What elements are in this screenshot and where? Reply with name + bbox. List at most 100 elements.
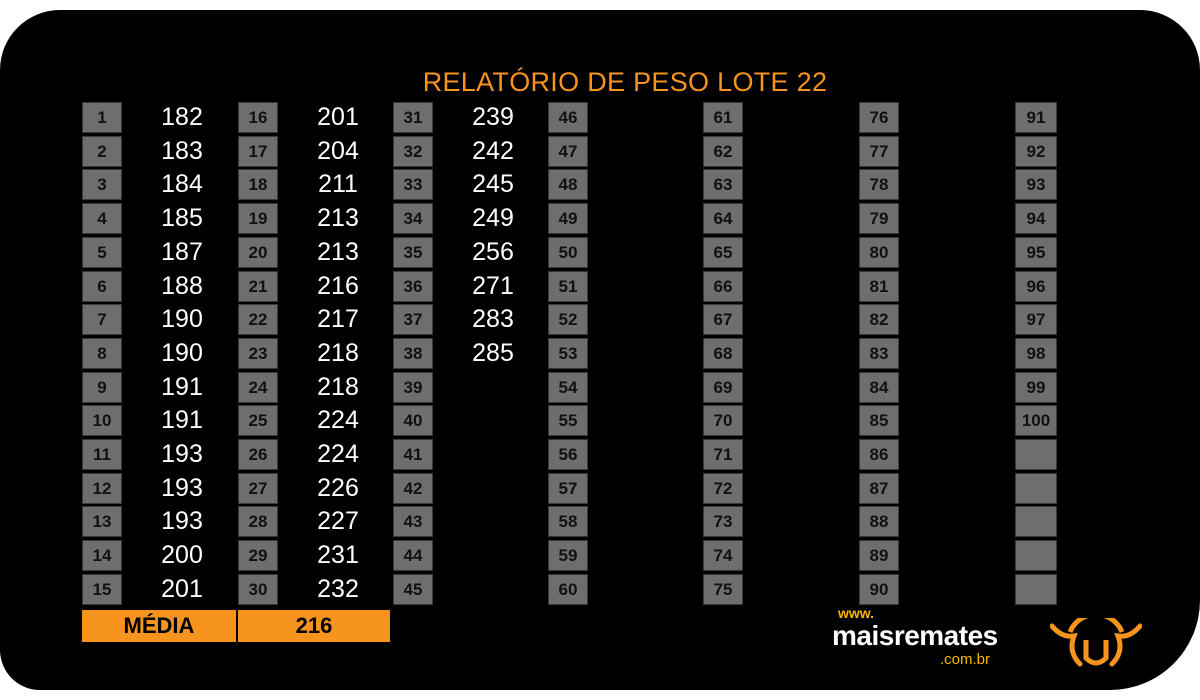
animal-number-box: 4 (82, 203, 122, 235)
weight-value: 190 (161, 305, 203, 334)
animal-number-box: 78 (859, 169, 899, 201)
weight-value: 201 (317, 103, 359, 131)
animal-number-box: 95 (1015, 236, 1057, 268)
animal-number-box: 54 (548, 371, 588, 403)
animal-number-box: 50 (548, 236, 588, 268)
animal-number-box: 24 (238, 371, 278, 403)
animal-number-box: 3 (82, 169, 122, 201)
animal-number-box: 26 (238, 439, 278, 470)
animal-number-box: 63 (703, 169, 743, 201)
animal-number-box: 97 (1015, 304, 1057, 336)
brand-name: maisremates (832, 620, 998, 651)
weight-value: 191 (161, 372, 203, 401)
animal-number-box: 41 (393, 439, 433, 470)
animal-number-box: 16 (238, 102, 278, 133)
animal-number-box: 47 (548, 135, 588, 167)
animal-number-box: 48 (548, 169, 588, 201)
animal-number-box: 37 (393, 304, 433, 336)
animal-number-box (1015, 506, 1057, 538)
animal-number-box: 75 (703, 573, 743, 605)
animal-number-box: 85 (859, 405, 899, 437)
weight-value: 285 (472, 338, 514, 367)
weight-value: 231 (317, 541, 359, 570)
animal-number-box: 66 (703, 270, 743, 302)
animal-number-box: 62 (703, 135, 743, 167)
weight-value: 191 (161, 406, 203, 435)
animal-number-box: 91 (1015, 102, 1057, 133)
weight-value: 249 (472, 204, 514, 233)
animal-number-box: 80 (859, 236, 899, 268)
weight-value: 184 (161, 170, 203, 199)
weight-value: 185 (161, 204, 203, 233)
animal-number-box: 1 (82, 102, 122, 133)
weight-value: 218 (317, 338, 359, 367)
animal-number-box: 87 (859, 472, 899, 504)
animal-number-box: 17 (238, 135, 278, 167)
animal-number-box: 79 (859, 203, 899, 235)
animal-number-box: 84 (859, 371, 899, 403)
weight-value: 193 (161, 440, 203, 468)
average-label: MÉDIA (82, 610, 236, 642)
weight-value: 201 (161, 574, 203, 603)
animal-number-box: 96 (1015, 270, 1057, 302)
animal-number-box: 94 (1015, 203, 1057, 235)
animal-number-box: 44 (393, 540, 433, 572)
weight-value: 256 (472, 237, 514, 266)
animal-number-box: 61 (703, 102, 743, 133)
animal-number-box: 76 (859, 102, 899, 133)
animal-number-box (1015, 472, 1057, 504)
animal-number-box: 45 (393, 573, 433, 605)
weight-value: 204 (317, 136, 359, 165)
bull-head-icon (1050, 618, 1142, 667)
animal-number-box: 82 (859, 304, 899, 336)
weight-value: 224 (317, 406, 359, 435)
brand-www: www. (838, 605, 875, 621)
animal-number-box (1015, 540, 1057, 572)
animal-number-box: 35 (393, 236, 433, 268)
animal-number-box: 38 (393, 337, 433, 369)
animal-number-box: 22 (238, 304, 278, 336)
animal-number-box: 8 (82, 337, 122, 369)
animal-number-box: 40 (393, 405, 433, 437)
animal-number-box: 53 (548, 337, 588, 369)
animal-number-box: 55 (548, 405, 588, 437)
animal-number-box: 7 (82, 304, 122, 336)
animal-number-box: 88 (859, 506, 899, 538)
weight-value: 193 (161, 507, 203, 536)
report-title: RELATÓRIO DE PESO LOTE 22 (422, 67, 828, 97)
animal-number-box: 29 (238, 540, 278, 572)
animal-number-box: 23 (238, 337, 278, 369)
animal-number-box: 2 (82, 135, 122, 167)
animal-number-box: 49 (548, 203, 588, 235)
weight-value: 218 (317, 372, 359, 401)
animal-number-box: 69 (703, 371, 743, 403)
weight-value: 232 (317, 574, 359, 603)
animal-number-box: 9 (82, 371, 122, 403)
animal-number-box: 93 (1015, 169, 1057, 201)
animal-number-box: 13 (82, 506, 122, 538)
weight-value: 193 (161, 473, 203, 502)
animal-number-box: 34 (393, 203, 433, 235)
animal-number-box: 51 (548, 270, 588, 302)
animal-number-box (1015, 439, 1057, 470)
animal-number-box: 74 (703, 540, 743, 572)
animal-number-box: 73 (703, 506, 743, 538)
animal-number-box: 28 (238, 506, 278, 538)
animal-number-box: 32 (393, 135, 433, 167)
animal-number-box: 57 (548, 472, 588, 504)
animal-number-box: 56 (548, 439, 588, 470)
animal-number-box: 27 (238, 472, 278, 504)
weight-value: 245 (472, 170, 514, 199)
animal-number-box: 86 (859, 439, 899, 470)
animal-number-box: 83 (859, 337, 899, 369)
animal-number-box: 21 (238, 270, 278, 302)
weight-value: 239 (472, 103, 514, 131)
weight-value: 213 (317, 237, 359, 266)
animal-number-box: 67 (703, 304, 743, 336)
weight-value: 227 (317, 507, 359, 536)
animal-number-box: 18 (238, 169, 278, 201)
animal-number-box: 46 (548, 102, 588, 133)
animal-number-box: 100 (1015, 405, 1057, 437)
animal-number-box: 14 (82, 540, 122, 572)
weight-value: 242 (472, 136, 514, 165)
